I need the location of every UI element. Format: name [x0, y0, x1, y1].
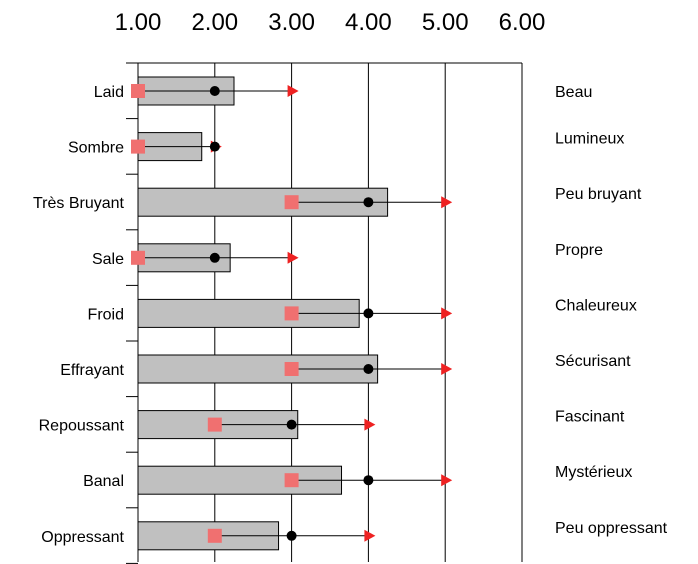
left-label: Banal [83, 473, 124, 490]
markers-layer [131, 84, 453, 543]
median-marker [286, 419, 297, 430]
right-label: Propre [555, 242, 603, 259]
min-marker [284, 195, 299, 210]
right-label: Mystérieux [555, 464, 632, 481]
median-marker [209, 252, 220, 263]
max-marker [441, 363, 453, 375]
median-marker [209, 141, 220, 152]
median-marker [209, 86, 220, 96]
min-marker [131, 139, 145, 154]
x-tick-label: 1.00 [115, 9, 162, 36]
max-marker [441, 474, 453, 487]
left-label: Sale [92, 251, 124, 268]
x-tick-label: 2.00 [191, 9, 238, 36]
left-label: Effrayant [60, 362, 124, 379]
min-marker [284, 306, 299, 321]
median-marker [286, 530, 297, 541]
right-label: Fascinant [555, 409, 625, 426]
right-label: Sécurisant [555, 353, 631, 370]
x-tick-label: 6.00 [499, 9, 546, 36]
right-label: Chaleureux [555, 297, 637, 314]
right-label: Peu oppressant [555, 520, 668, 537]
max-marker [441, 196, 453, 209]
left-label: Très Bruyant [33, 195, 125, 212]
min-marker [131, 250, 145, 265]
left-label: Laid [94, 84, 124, 101]
median-marker [363, 308, 374, 319]
median-marker [363, 475, 374, 486]
min-marker [284, 473, 299, 488]
labels-layer: 1.00 2.00 3.00 4.00 5.00 6.00 Laid Beau Sombre Lu… [33, 9, 668, 546]
right-label: Peu bruyant [555, 186, 642, 203]
max-marker [287, 85, 299, 97]
max-marker [364, 529, 376, 542]
median-marker [363, 364, 374, 374]
median-marker [363, 197, 374, 208]
right-label: Beau [555, 84, 592, 101]
min-marker [207, 528, 222, 543]
max-marker [441, 307, 453, 320]
min-marker [207, 417, 222, 432]
x-tick-label: 4.00 [345, 9, 392, 36]
max-marker [364, 418, 376, 431]
x-tick-label: 5.00 [422, 9, 469, 36]
right-label: Lumineux [555, 131, 624, 148]
left-label: Froid [88, 306, 124, 323]
left-label: Oppressant [41, 529, 124, 546]
x-tick-label: 3.00 [268, 9, 315, 36]
left-label: Repoussant [39, 418, 125, 435]
max-marker [287, 251, 299, 264]
min-marker [131, 84, 145, 98]
left-label: Sombre [68, 140, 124, 157]
min-marker [284, 362, 299, 376]
